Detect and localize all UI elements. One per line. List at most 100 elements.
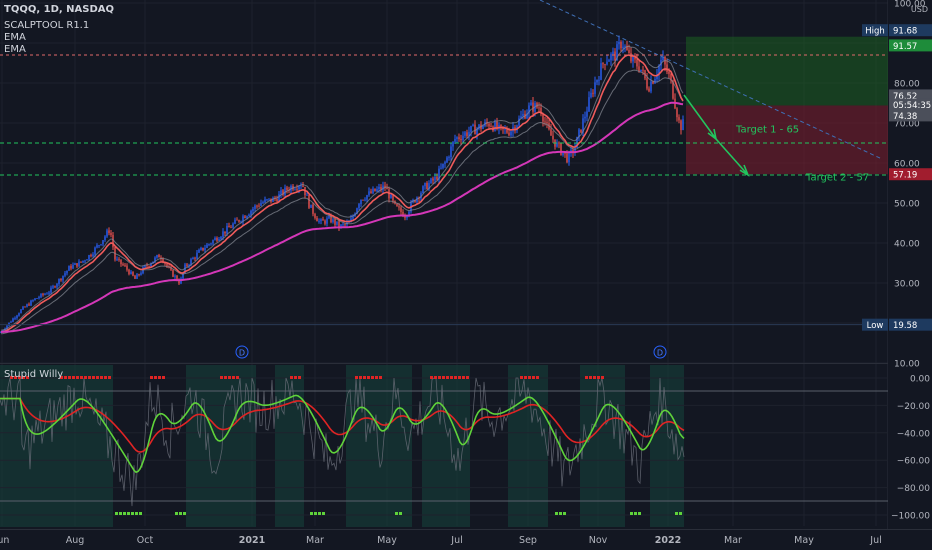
candle-body — [626, 45, 628, 50]
candle-body — [356, 208, 358, 214]
candle-body — [246, 216, 248, 219]
candle-body — [268, 198, 270, 200]
candle-body — [18, 313, 20, 316]
candle-body — [174, 275, 176, 277]
oscillator-tick-label: −20.00 — [897, 402, 931, 412]
oscillator-top-dot — [601, 376, 604, 379]
candle-body — [574, 147, 576, 153]
candle-body — [68, 266, 70, 271]
candle-body — [224, 231, 226, 234]
candle-body — [32, 300, 34, 301]
candle-body — [342, 224, 344, 226]
candle-body — [632, 55, 634, 62]
candle-body — [448, 156, 450, 158]
candle-body — [450, 146, 452, 157]
candle-body — [436, 176, 438, 180]
candle-body — [310, 204, 312, 208]
candle-body — [376, 189, 378, 192]
candle-body — [552, 135, 554, 140]
candle-body — [594, 82, 596, 94]
candle-body — [54, 286, 56, 288]
oscillator-top-dot — [597, 376, 600, 379]
candle-body — [670, 73, 672, 81]
indicator-ema-label[interactable]: EMA — [4, 32, 26, 43]
oscillator-top-dot — [585, 376, 588, 379]
oscillator-top-dot — [64, 376, 67, 379]
oscillator-bottom-dot — [175, 512, 178, 515]
candle-body — [616, 44, 618, 61]
candle-body — [398, 206, 400, 208]
candle-body — [434, 176, 436, 181]
candle-body — [586, 111, 588, 117]
candle-body — [496, 121, 498, 129]
candle-body — [504, 129, 506, 130]
candle-body — [454, 138, 456, 142]
candle-body — [148, 265, 150, 267]
price-label-value: 76.52 — [893, 92, 917, 102]
candle-body — [146, 265, 148, 267]
oscillator-bottom-dot — [559, 512, 562, 515]
candle-body — [396, 203, 398, 207]
candle-body — [282, 190, 284, 195]
candle-body — [440, 167, 442, 169]
oscillator-top-dot — [108, 376, 111, 379]
candle-body — [230, 227, 232, 229]
candle-body — [254, 205, 256, 209]
oscillator-pane — [0, 365, 888, 527]
candle-body — [542, 114, 544, 122]
candle-body — [636, 59, 638, 67]
candle-body — [40, 293, 42, 298]
candle-body — [110, 233, 112, 236]
price-label-value: 05:54:35 — [893, 101, 931, 111]
oscillator-top-dot — [60, 376, 63, 379]
oscillator-raw-line — [0, 377, 685, 507]
oscillator-bottom-dot — [395, 512, 398, 515]
indicator-ema-label-2[interactable]: EMA — [4, 44, 26, 55]
candle-body — [72, 264, 74, 269]
candle-body — [154, 257, 156, 262]
candle-body — [6, 325, 8, 329]
candle-body — [284, 187, 286, 195]
oscillator-bottom-dot — [310, 512, 313, 515]
candle-body — [100, 244, 102, 246]
candle-body — [262, 202, 264, 204]
candle-body — [96, 245, 98, 248]
candle-body — [244, 216, 246, 219]
symbol-title[interactable]: TQQQ, 1D, NASDAQ — [4, 4, 114, 15]
candle-body — [70, 266, 72, 269]
oscillator-top-dot — [438, 376, 441, 379]
price-label-tag-text: Low — [867, 321, 884, 331]
oscillator-top-dot — [232, 376, 235, 379]
candle-body — [124, 265, 126, 266]
candle-body — [12, 318, 14, 322]
candle-body — [324, 220, 326, 224]
candle-body — [458, 137, 460, 140]
oscillator-bottom-dot — [314, 512, 317, 515]
time-tick-label: Sep — [519, 535, 537, 546]
candle-body — [520, 116, 522, 119]
candle-body — [584, 116, 586, 119]
time-tick-label: Mar — [306, 535, 324, 546]
candle-body — [232, 223, 234, 228]
oscillator-tick-label: −80.00 — [897, 484, 931, 494]
candle-body — [10, 321, 12, 323]
candle-body — [528, 105, 530, 114]
candle-body — [676, 108, 678, 118]
candle-body — [592, 92, 594, 94]
candle-body — [500, 124, 502, 127]
indicator-scalptool-label[interactable]: SCALPTOOL R1.1 — [4, 20, 90, 31]
candle-body — [108, 230, 110, 234]
oscillator-title[interactable]: Stupid Willy — [4, 369, 64, 380]
candle-body — [198, 249, 200, 253]
candle-body — [598, 79, 600, 81]
oscillator-top-dot — [462, 376, 465, 379]
candle-body — [336, 221, 338, 225]
oscillator-top-dot — [434, 376, 437, 379]
candle-body — [300, 185, 302, 187]
candle-body — [38, 297, 40, 299]
time-tick-label: Oct — [137, 535, 154, 546]
candle-body — [78, 261, 80, 267]
candle-body — [20, 309, 22, 314]
candle-body — [122, 264, 124, 266]
